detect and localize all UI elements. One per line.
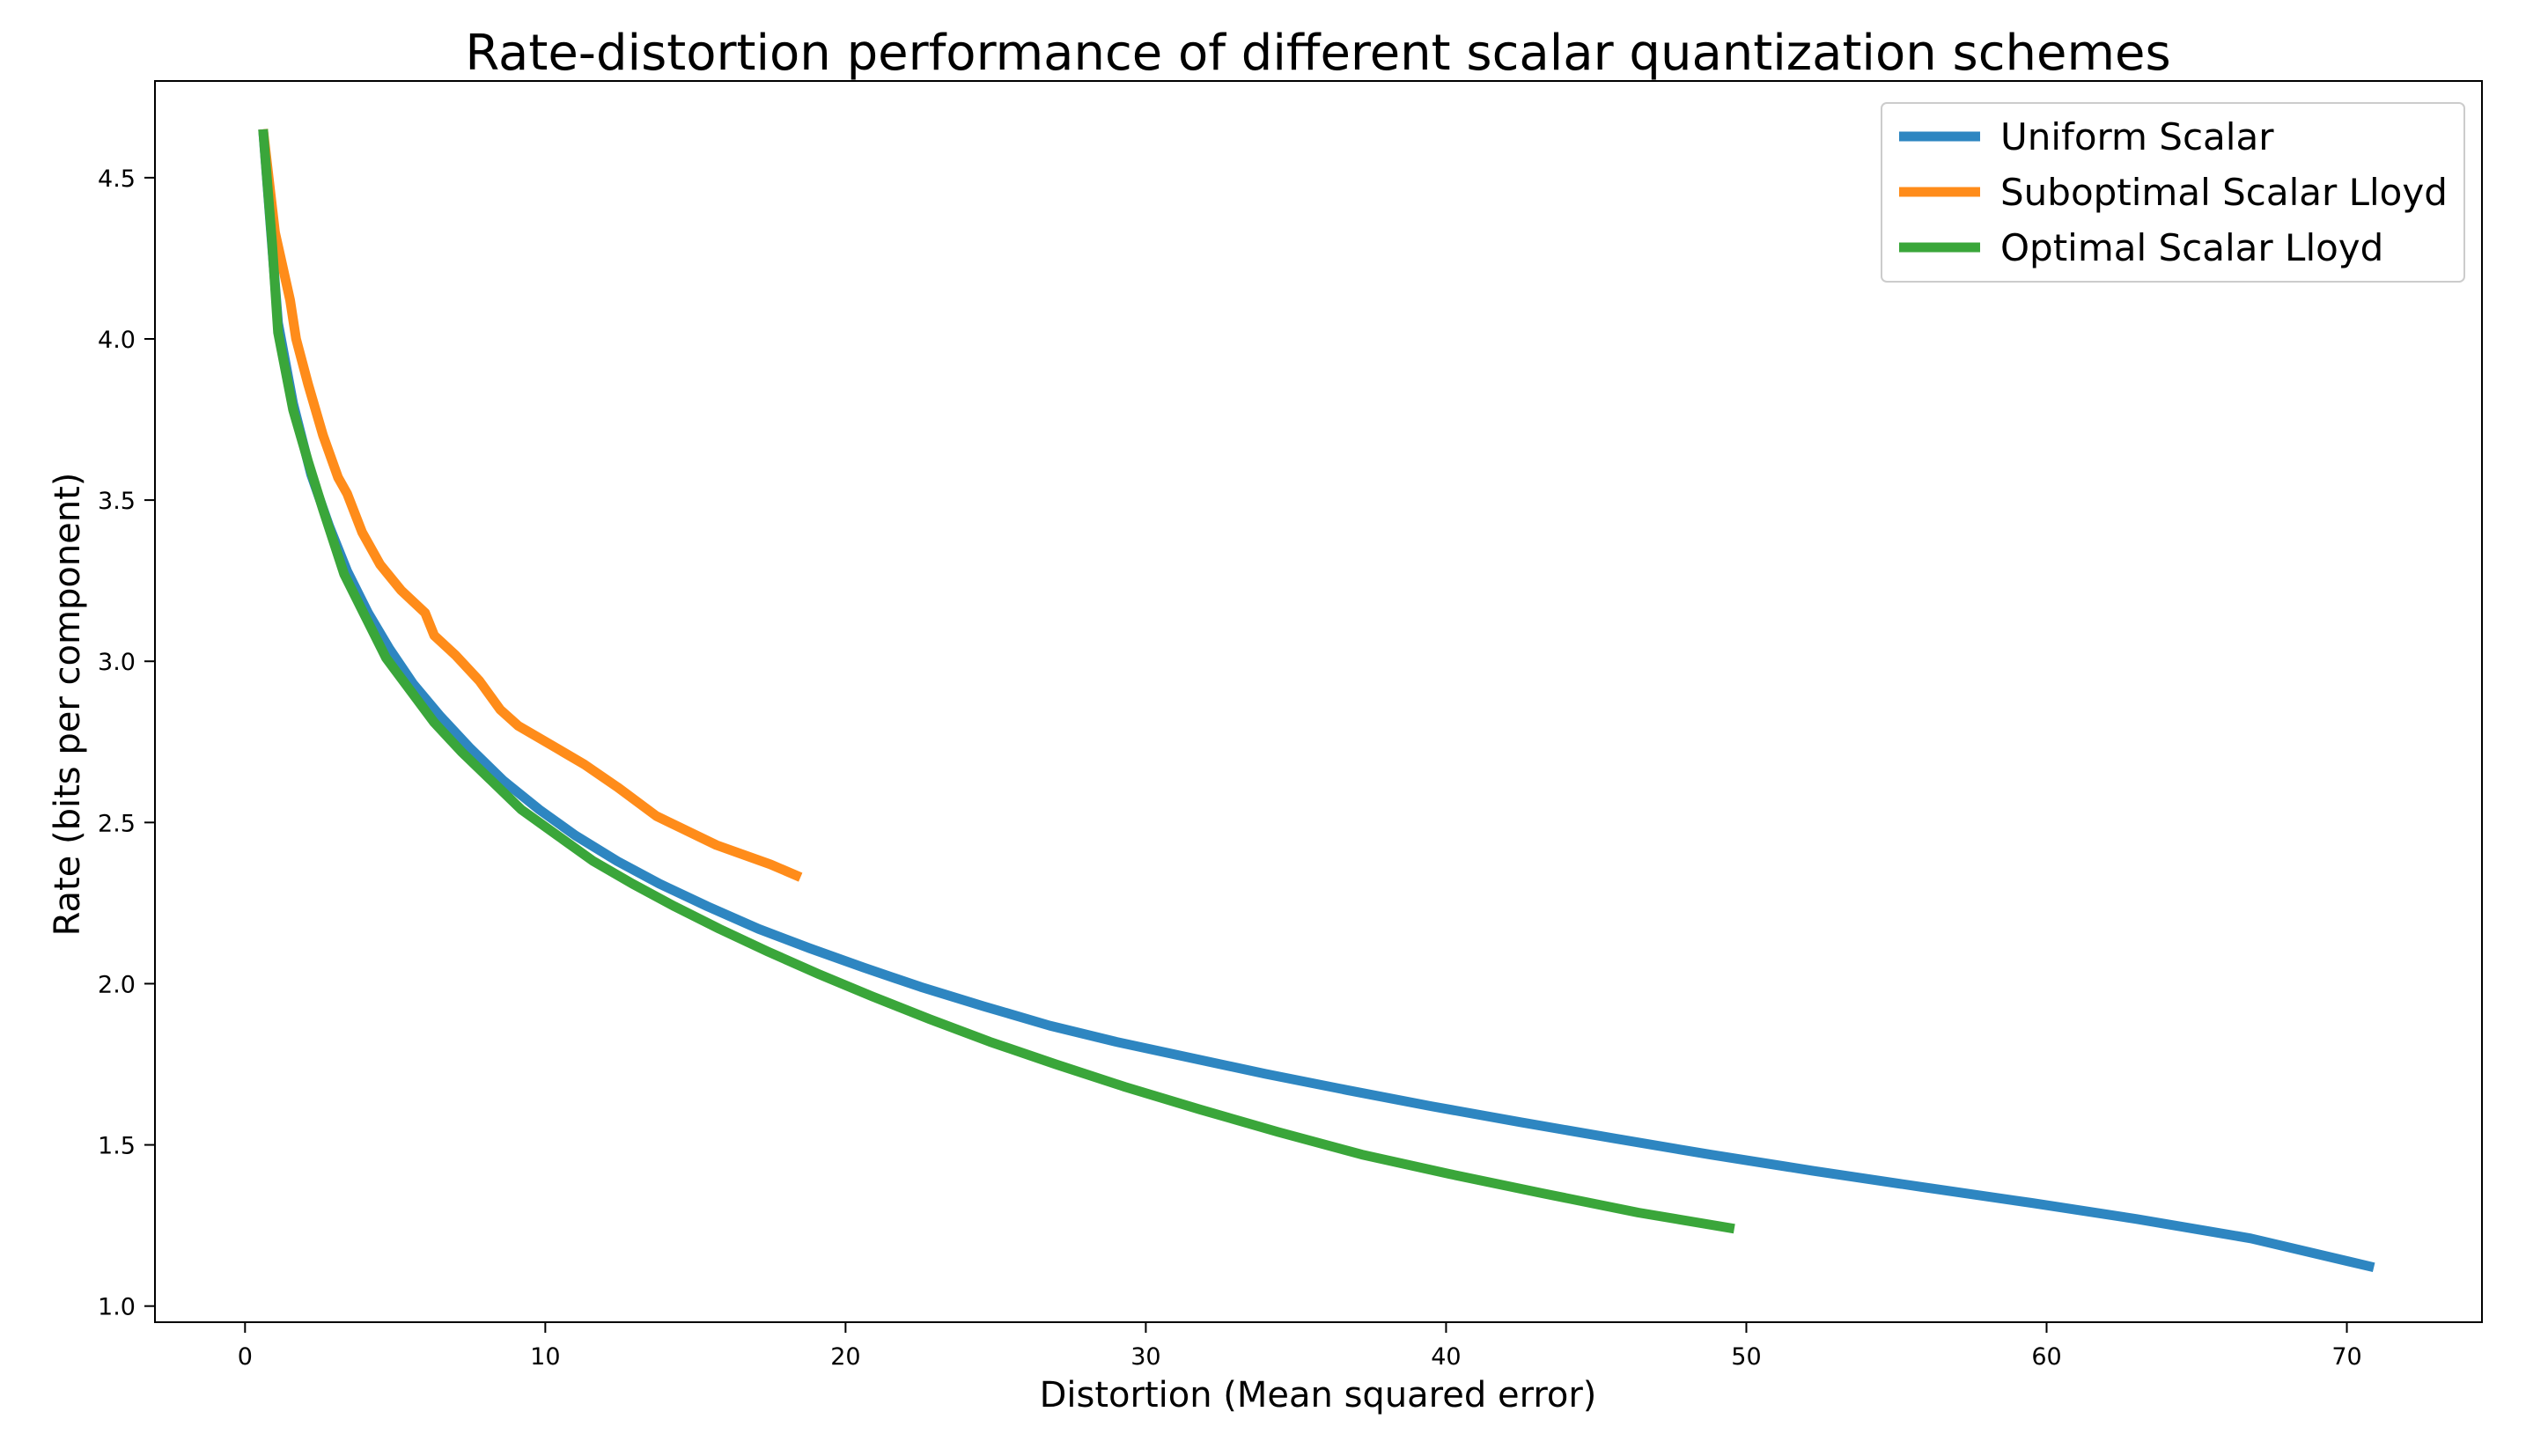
y-tick-label: 4.5 xyxy=(98,165,136,193)
series-line-1 xyxy=(258,129,2375,1273)
plot-area xyxy=(154,80,2483,1323)
x-tick-label: 50 xyxy=(1731,1343,1761,1371)
x-axis-label: Distortion (Mean squared error) xyxy=(1040,1375,1597,1416)
x-tick-label: 40 xyxy=(1431,1343,1461,1371)
legend-label: Suboptimal Scalar Lloyd xyxy=(2000,171,2448,214)
y-tick-label: 1.5 xyxy=(98,1133,136,1160)
y-tick-label: 3.0 xyxy=(98,649,136,676)
x-tick-label: 20 xyxy=(830,1343,860,1371)
legend-box xyxy=(1881,102,2465,283)
y-axis-label: Rate (bits per component) xyxy=(48,473,88,937)
x-tick-label: 10 xyxy=(530,1343,560,1371)
series-line-2 xyxy=(258,129,803,882)
legend: Uniform Scalar Suboptimal Scalar Lloyd Opt… xyxy=(1881,102,2465,283)
y-tick-label: 4.0 xyxy=(98,327,136,354)
y-tick-label: 2.5 xyxy=(98,810,136,837)
series-group xyxy=(258,129,2375,1273)
y-tick-label: 1.0 xyxy=(98,1294,136,1321)
legend-label: Uniform Scalar xyxy=(2000,115,2274,158)
x-tick-label: 60 xyxy=(2031,1343,2061,1371)
x-tick-label: 70 xyxy=(2331,1343,2361,1371)
y-axis-ticks: 1.0 1.5 2.0 2.5 3.0 3.5 4.0 4.5 xyxy=(98,165,155,1321)
axes-frame xyxy=(154,80,2483,1323)
legend-label: Optimal Scalar Lloyd xyxy=(2000,226,2383,269)
series-line-3 xyxy=(258,129,1735,1234)
x-tick-label: 30 xyxy=(1130,1343,1160,1371)
x-axis-ticks: 0 10 20 30 40 50 60 70 xyxy=(238,1322,2362,1371)
chart-title: Rate-distortion performance of different… xyxy=(465,25,2170,82)
y-tick-label: 3.5 xyxy=(98,488,136,515)
y-tick-label: 2.0 xyxy=(98,971,136,998)
x-tick-label: 0 xyxy=(238,1343,253,1371)
